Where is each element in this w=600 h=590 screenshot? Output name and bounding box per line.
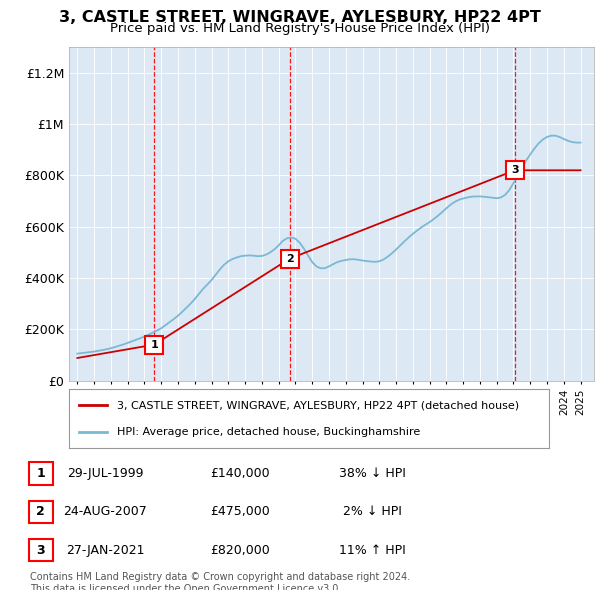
Text: 24-AUG-2007: 24-AUG-2007 [63,505,147,519]
Text: 2% ↓ HPI: 2% ↓ HPI [343,505,401,519]
Text: Price paid vs. HM Land Registry's House Price Index (HPI): Price paid vs. HM Land Registry's House … [110,22,490,35]
Text: Contains HM Land Registry data © Crown copyright and database right 2024.
This d: Contains HM Land Registry data © Crown c… [30,572,410,590]
Text: £475,000: £475,000 [210,505,270,519]
Text: 3, CASTLE STREET, WINGRAVE, AYLESBURY, HP22 4PT: 3, CASTLE STREET, WINGRAVE, AYLESBURY, H… [59,10,541,25]
Text: 3: 3 [511,165,518,175]
Text: £140,000: £140,000 [210,467,270,480]
Text: 2: 2 [37,505,45,519]
Text: 3: 3 [37,543,45,557]
Text: 3, CASTLE STREET, WINGRAVE, AYLESBURY, HP22 4PT (detached house): 3, CASTLE STREET, WINGRAVE, AYLESBURY, H… [117,401,519,410]
Text: 11% ↑ HPI: 11% ↑ HPI [338,543,406,557]
Text: 2: 2 [286,254,293,264]
Text: HPI: Average price, detached house, Buckinghamshire: HPI: Average price, detached house, Buck… [117,428,420,437]
Text: 1: 1 [151,340,158,350]
Text: £820,000: £820,000 [210,543,270,557]
Text: 1: 1 [37,467,45,480]
Text: 27-JAN-2021: 27-JAN-2021 [66,543,144,557]
Text: 29-JUL-1999: 29-JUL-1999 [67,467,143,480]
Text: 38% ↓ HPI: 38% ↓ HPI [338,467,406,480]
